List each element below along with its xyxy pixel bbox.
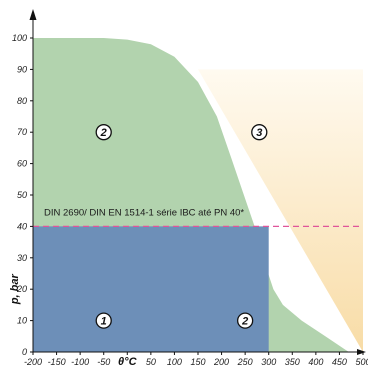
y-axis-arrow [29, 9, 37, 20]
y-tick-label: 0 [22, 347, 27, 357]
y-axis-label: p, bar [9, 274, 21, 306]
y-tick-label: 70 [17, 127, 27, 137]
x-tick-label: 400 [308, 357, 323, 367]
x-tick-label: 450 [332, 357, 347, 367]
y-tick-label: 10 [17, 316, 27, 326]
zone-badges: 1 2 2 3 [95, 124, 268, 329]
zone-badge-circle [95, 124, 112, 141]
x-tick-label: 300 [261, 357, 276, 367]
x-axis-arrow [357, 349, 366, 355]
x-tick-label: -150 [48, 357, 66, 367]
din-standard-annotation: DIN 2690/ DIN EN 1514-1 série IBC até PN… [44, 207, 244, 218]
y-ticks: 0 10 20 30 40 50 60 70 80 90 100 [12, 33, 33, 357]
x-tick-label: 100 [167, 357, 182, 367]
x-ticks: -200 -150 -100 -50 θ°C 50 100 150 200 250 300 350 40… [24, 352, 368, 367]
x-tick-label: 150 [190, 357, 205, 367]
zone-badge-circle [251, 124, 268, 141]
x-tick-label: 500 [355, 357, 368, 367]
x-tick-label: 250 [237, 357, 253, 367]
y-tick-label: 20 [16, 284, 27, 294]
x-axis-label: θ°C [118, 356, 138, 367]
x-tick-label: 350 [285, 357, 300, 367]
y-tick-label: 100 [12, 33, 27, 43]
x-tick-label: -200 [24, 357, 42, 367]
zone-badge-label: 3 [256, 127, 262, 139]
y-tick-label: 50 [17, 190, 27, 200]
zone-1-area [33, 226, 269, 352]
x-tick-label: 200 [213, 357, 229, 367]
x-tick-label: 50 [146, 357, 156, 367]
y-tick-label: 90 [17, 64, 27, 74]
y-tick-label: 30 [17, 253, 27, 263]
zone-badge-circle [236, 312, 254, 329]
x-tick-label: -100 [71, 357, 89, 367]
zone-badge-label: 1 [101, 316, 107, 328]
x-tick-label: -50 [97, 357, 110, 367]
zone-3-area [198, 69, 363, 353]
y-tick-label: 60 [17, 159, 27, 169]
y-tick-label: 80 [17, 96, 27, 106]
zone-badge-circle [95, 312, 112, 329]
zone-badge-label: 2 [100, 127, 107, 139]
zone-badge-label: 2 [241, 316, 248, 328]
y-tick-label: 40 [17, 221, 27, 231]
